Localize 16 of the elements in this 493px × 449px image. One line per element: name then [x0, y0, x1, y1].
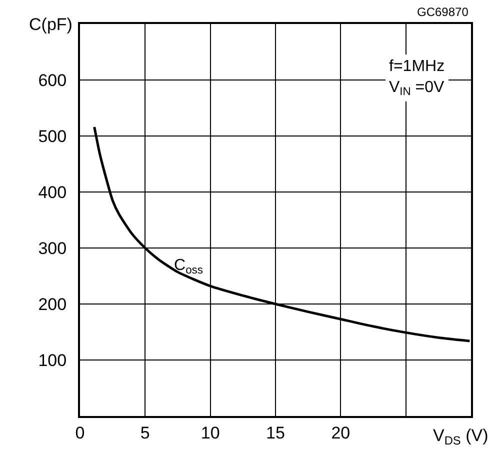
- series-label: C$_{oss}$: [174, 257, 204, 276]
- y-tick-label: 400: [38, 182, 67, 202]
- y-tick-label: 600: [38, 70, 67, 90]
- x-tick-label: 10: [200, 423, 220, 442]
- y-tick-label: 300: [38, 238, 67, 258]
- text: GC69870: [417, 5, 469, 19]
- x-tick-label: 20: [331, 423, 350, 442]
- y-tick-label: 500: [38, 126, 67, 146]
- x-tick-label: 0: [75, 423, 85, 442]
- y-axis-title: C(pF): [29, 15, 72, 34]
- x-tick-label: 5: [140, 423, 150, 442]
- y-tick-label: 100: [38, 350, 67, 370]
- x-tick-label: 15: [266, 423, 285, 442]
- annotation: f=1MHz V$_{IN}$ =0V: [389, 58, 445, 98]
- y-tick-label: 200: [38, 294, 67, 314]
- x-axis-title: V$_{DS}$ (V): [433, 426, 488, 448]
